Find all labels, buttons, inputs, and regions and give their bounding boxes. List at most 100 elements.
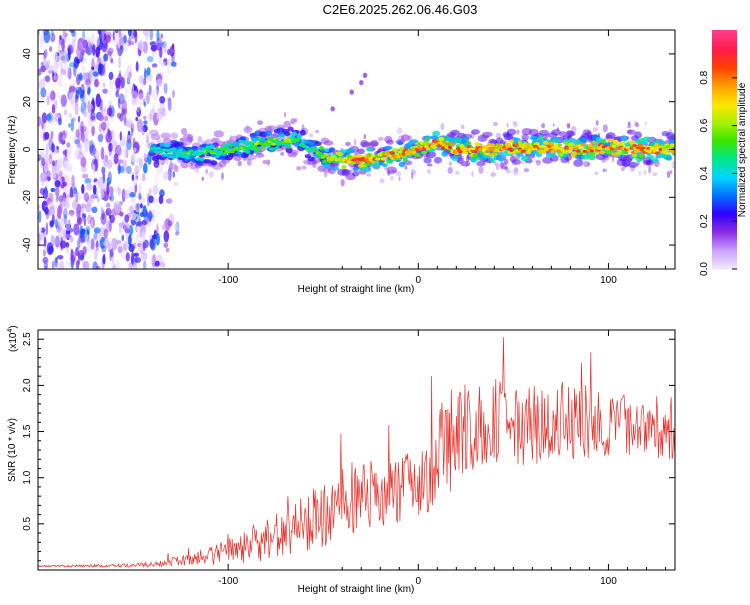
noise-speckle — [58, 260, 65, 269]
noise-speckle — [75, 191, 81, 201]
snr-xtick-label: 0 — [416, 576, 422, 587]
noise-speckle — [69, 85, 76, 93]
noise-speckle — [67, 67, 72, 80]
ridge-cell — [285, 139, 290, 144]
ridge-cell — [498, 156, 505, 162]
ridge-cell — [646, 147, 651, 150]
ridge-cell — [275, 138, 279, 142]
ridge-cell — [298, 143, 304, 147]
scatter-speckle — [506, 122, 509, 128]
colorbar-segment — [712, 41, 737, 45]
noise-speckle — [158, 195, 164, 205]
noise-speckle — [82, 260, 90, 269]
ridge-cell — [537, 135, 544, 141]
ridge-cell — [570, 138, 577, 143]
colorbar-segment — [712, 213, 737, 216]
noise-speckle — [100, 212, 107, 225]
ridge-cell — [296, 134, 303, 138]
noise-speckle — [146, 56, 154, 63]
ridge-cell — [297, 137, 302, 141]
noise-speckle — [74, 148, 81, 161]
scatter-speckle — [262, 159, 268, 165]
noise-speckle — [152, 185, 159, 196]
colorbar-segment — [712, 235, 737, 238]
scatter-speckle — [208, 171, 214, 178]
noise-speckle — [131, 151, 136, 163]
noise-speckle — [68, 183, 72, 189]
noise-speckle — [153, 160, 160, 169]
ridge-cell — [509, 139, 514, 144]
noise-speckle — [156, 164, 164, 175]
colorbar-tick-label: 0.2 — [699, 214, 710, 228]
colorbar-segment — [712, 183, 737, 186]
ridge-cell — [215, 146, 219, 151]
ridge-cell — [632, 144, 638, 147]
colorbar-segment — [712, 81, 737, 85]
noise-speckle — [84, 178, 92, 184]
ridge-cell — [356, 148, 365, 155]
noise-speckle — [139, 98, 144, 106]
noise-speckle — [107, 242, 112, 252]
noise-speckle — [172, 171, 176, 178]
noise-speckle — [53, 74, 57, 81]
noise-speckle — [128, 243, 135, 253]
colorbar-segment — [712, 113, 737, 117]
scatter-speckle — [595, 120, 599, 126]
colorbar-segment — [712, 173, 737, 176]
noise-speckle — [60, 62, 63, 73]
noise-speckle — [58, 195, 64, 203]
noise-speckle — [134, 257, 142, 263]
ridge-cell — [341, 164, 347, 170]
noise-speckle — [65, 246, 70, 254]
ridge-cell — [352, 171, 360, 177]
ridge-cell — [397, 140, 404, 146]
noise-speckle — [81, 65, 86, 77]
ridge-cell — [386, 139, 394, 145]
ridge-cell — [588, 154, 596, 161]
noise-speckle — [63, 31, 67, 38]
noise-speckle — [141, 74, 144, 88]
ridge-cell — [255, 152, 265, 158]
noise-speckle — [75, 209, 81, 219]
ridge-cell — [493, 149, 499, 152]
noise-speckle — [163, 242, 169, 248]
ridge-cell — [430, 144, 436, 148]
ridge-cell — [393, 155, 398, 160]
noise-speckle — [136, 231, 139, 244]
ridge-cell — [355, 160, 360, 164]
ridge-cell — [307, 141, 315, 146]
ridge-cell — [268, 147, 275, 151]
ridge-cell — [364, 166, 372, 173]
ridge-cell — [425, 151, 437, 159]
noise-speckle — [106, 237, 113, 251]
noise-speckle — [50, 187, 56, 193]
noise-speckle — [111, 141, 118, 153]
noise-speckle — [121, 219, 125, 226]
ridge-cell — [572, 147, 578, 151]
noise-speckle — [142, 242, 146, 251]
ridge-cell — [384, 145, 393, 150]
colorbar-segment — [712, 87, 737, 91]
colorbar-ticks: 0.0 0.2 0.4 0.6 0.8 — [699, 70, 737, 276]
ridge-cell — [442, 141, 447, 144]
scatter-speckle — [671, 160, 675, 169]
colorbar-segment — [712, 111, 737, 115]
ridge-cell — [402, 158, 408, 162]
colorbar-segment — [712, 239, 737, 242]
ridge-cell — [601, 139, 607, 144]
noise-speckle — [82, 72, 87, 78]
snr-ytick-label: 2.0 — [22, 378, 33, 392]
noise-speckle — [59, 92, 62, 103]
noise-speckle — [172, 89, 175, 99]
scatter-speckle — [237, 160, 242, 167]
scatter-speckle — [669, 170, 673, 175]
ridge-cell — [418, 147, 423, 151]
scatter-speckle — [353, 138, 357, 146]
noise-speckle — [107, 88, 113, 98]
noise-speckle — [111, 238, 118, 251]
ridge-cell — [637, 143, 643, 148]
ridge-cell — [579, 137, 587, 144]
ridge-cell — [356, 154, 363, 158]
ridge-cell — [506, 128, 517, 136]
colorbar-segment — [712, 77, 737, 81]
